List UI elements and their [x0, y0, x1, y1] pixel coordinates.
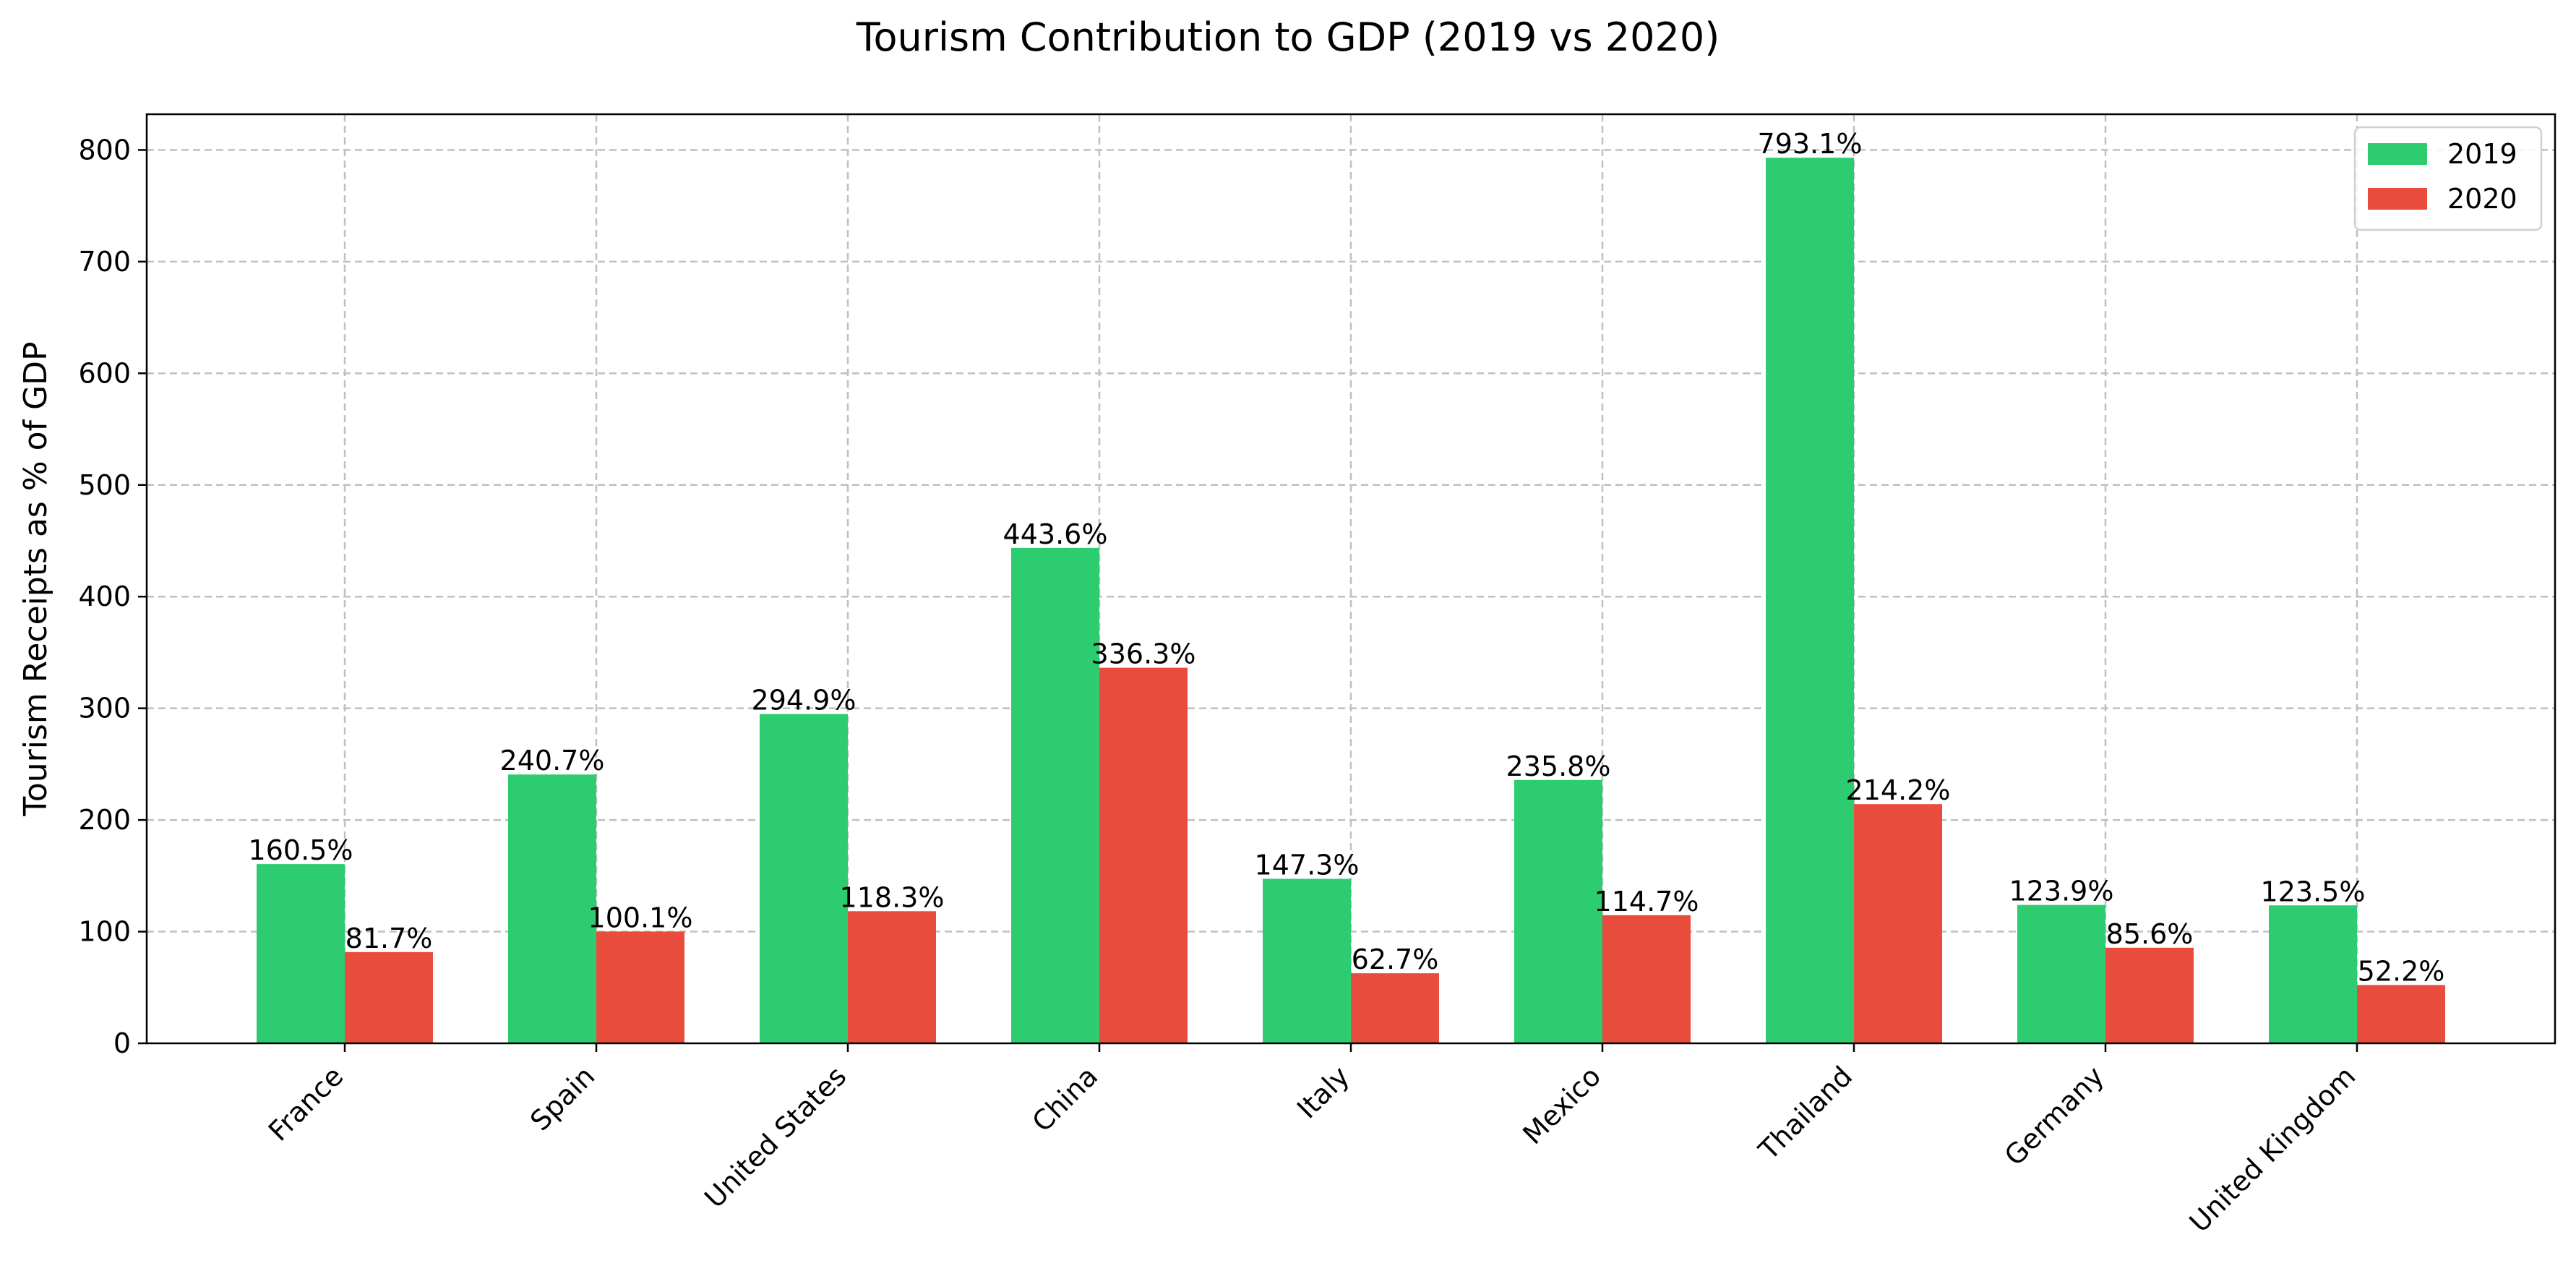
x-tick-label: France [262, 1060, 349, 1147]
data-label: 294.9% [752, 685, 856, 717]
y-axis-label: Tourism Receipts as % of GDP [17, 341, 54, 816]
data-label: 85.6% [2106, 918, 2194, 950]
y-tick-label: 300 [78, 693, 131, 724]
chart-title: Tourism Contribution to GDP (2019 vs 202… [856, 14, 1720, 60]
data-label: 235.8% [1506, 750, 1611, 782]
y-tick-label: 200 [78, 804, 131, 836]
bar-2020-france [345, 951, 433, 1043]
data-label: 52.2% [2358, 955, 2445, 987]
x-tick-label: Italy [1291, 1060, 1355, 1124]
bar-2020-united-states [848, 911, 936, 1043]
data-label: 443.6% [1003, 518, 1108, 550]
y-tick-label: 0 [113, 1027, 131, 1059]
bar-2020-thailand [1854, 804, 1942, 1043]
data-label: 160.5% [249, 834, 353, 866]
x-tick-label: China [1026, 1060, 1104, 1138]
legend-label: 2019 [2447, 138, 2517, 170]
legend: 2019 2020 [2353, 126, 2543, 231]
bar-2020-germany [2105, 947, 2194, 1043]
legend-swatch [2368, 188, 2427, 210]
data-label: 793.1% [1758, 128, 1863, 160]
x-axis-ticks: France Spain United States China Italy Mexico… [262, 1043, 2361, 1239]
data-label: 123.9% [2009, 876, 2114, 907]
legend-swatch [2368, 143, 2427, 165]
bar-2019-italy [1263, 878, 1351, 1043]
data-labels: 160.5% 240.7% 294.9% 443.6% 147.3% 235.8% 793.… [249, 128, 2445, 987]
data-label: 147.3% [1255, 849, 1360, 881]
x-tick-label: Thailand [1752, 1060, 1858, 1166]
data-label: 81.7% [345, 923, 433, 954]
y-tick-label: 400 [78, 581, 131, 612]
bar-2019-mexico [1514, 779, 1602, 1043]
bar-2020-italy [1351, 973, 1439, 1043]
x-tick-label: Spain [524, 1060, 601, 1137]
grid-lines [147, 114, 2555, 1043]
bar-2019-germany [2017, 904, 2105, 1043]
data-label: 240.7% [500, 745, 605, 777]
y-tick-label: 600 [78, 357, 131, 389]
y-tick-label: 700 [78, 246, 131, 278]
x-tick-label: United States [698, 1060, 852, 1214]
y-tick-label: 800 [78, 134, 131, 166]
data-label: 118.3% [840, 881, 945, 913]
bar-2020-china [1099, 667, 1188, 1043]
bar-2019-thailand [1766, 158, 1854, 1043]
data-label: 336.3% [1091, 638, 1196, 670]
data-label: 214.2% [1846, 774, 1951, 806]
bar-2019-spain [508, 774, 596, 1043]
data-label: 100.1% [588, 902, 693, 933]
data-label: 123.5% [2261, 876, 2366, 907]
bar-2019-united-states [760, 714, 848, 1043]
bar-2019-united-kingdom [2269, 905, 2357, 1043]
y-axis-ticks: 0 100 200 300 400 500 600 700 800 [78, 134, 147, 1059]
bar-2019-china [1011, 547, 1099, 1043]
x-tick-label: Mexico [1516, 1060, 1607, 1150]
y-tick-label: 100 [78, 916, 131, 948]
data-label: 62.7% [1352, 944, 1439, 975]
bar-2019-france [257, 864, 345, 1043]
y-tick-label: 500 [78, 469, 131, 501]
x-tick-label: United Kingdom [2184, 1060, 2362, 1239]
bar-2020-mexico [1602, 915, 1691, 1043]
legend-label: 2020 [2447, 183, 2517, 215]
bars [257, 158, 2445, 1043]
bar-2020-united-kingdom [2357, 985, 2445, 1043]
x-tick-label: Germany [1998, 1060, 2111, 1172]
bar-2020-spain [596, 931, 684, 1043]
data-label: 114.7% [1594, 886, 1699, 917]
